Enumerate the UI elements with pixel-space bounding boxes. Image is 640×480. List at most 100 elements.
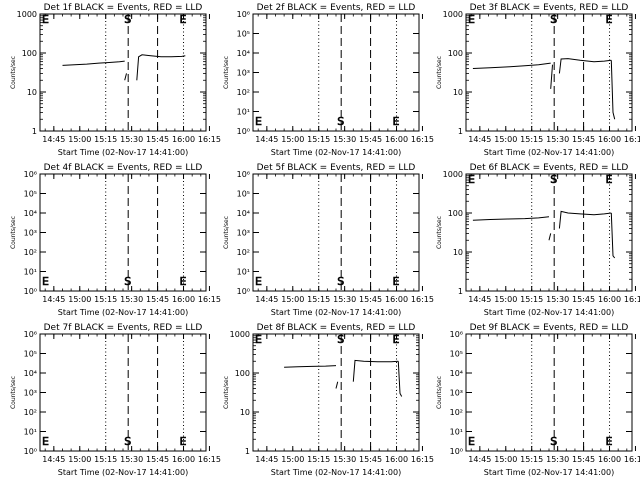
event-rate-line — [136, 54, 186, 81]
y-tick-label: 10⁴ — [450, 369, 463, 378]
panel-title: Det 2f BLACK = Events, RED = LLD — [257, 3, 416, 13]
marker-e: E — [180, 275, 187, 288]
y-axis-label: Counts/sec — [436, 56, 443, 89]
panel-det-6f: Det 6f BLACK = Events, RED = LLD Counts/s… — [436, 163, 640, 317]
x-tick-label: 14:45 — [255, 295, 278, 304]
x-tick-label: 15:45 — [572, 135, 595, 144]
y-tick-label: 10 — [27, 88, 37, 97]
x-tick-label: 15:00 — [494, 135, 517, 144]
y-tick-label: 100 — [235, 369, 250, 378]
x-tick-label: 15:45 — [359, 295, 382, 304]
x-tick-label: 15:00 — [68, 295, 91, 304]
x-tick-label: 16:15 — [411, 295, 434, 304]
y-tick-label: 10⁶ — [450, 330, 463, 339]
panel-title: Det 1f BLACK = Events, RED = LLD — [44, 3, 203, 13]
y-axis-label: Counts/sec — [436, 376, 443, 409]
x-tick-label: 14:45 — [468, 295, 491, 304]
marker-e: E — [255, 275, 262, 288]
y-tick-label: 10⁵ — [450, 350, 463, 359]
x-axis-label: Start Time (02-Nov-17 14:41:00) — [271, 468, 401, 477]
y-tick-label: 100 — [22, 49, 37, 58]
plot-frame — [39, 173, 207, 292]
y-axis-label: Counts/sec — [436, 216, 443, 249]
marker-e: E — [42, 13, 49, 26]
y-tick-label: 100 — [448, 209, 463, 218]
marker-s: S — [337, 333, 344, 346]
x-axis-label: Start Time (02-Nov-17 14:41:00) — [271, 148, 401, 157]
plot-frame — [252, 173, 420, 292]
event-rate-line — [124, 73, 127, 81]
marker-e: E — [393, 275, 400, 288]
marker-e: E — [393, 333, 400, 346]
y-tick-label: 1 — [32, 127, 37, 136]
y-tick-label: 1 — [458, 127, 463, 136]
y-tick-label: 10⁴ — [24, 369, 37, 378]
panel-det-9f: Det 9f BLACK = Events, RED = LLD Counts/s… — [436, 323, 640, 477]
x-tick-label: 16:00 — [598, 135, 621, 144]
x-tick-label: 15:15 — [520, 455, 543, 464]
marker-e: E — [255, 333, 262, 346]
x-tick-label: 15:30 — [333, 295, 356, 304]
x-tick-label: 16:15 — [624, 455, 640, 464]
marker-s: S — [550, 435, 557, 448]
x-tick-label: 14:45 — [42, 295, 65, 304]
event-rate-line — [558, 58, 612, 74]
y-axis-label: Counts/sec — [10, 376, 17, 409]
panel-det-8f: Det 8f BLACK = Events, RED = LLD Counts/s… — [223, 323, 434, 477]
plot-frame — [39, 333, 207, 452]
y-tick-label: 10¹ — [24, 428, 37, 437]
x-tick-label: 15:00 — [494, 295, 517, 304]
x-tick-label: 15:45 — [146, 135, 169, 144]
marker-e: E — [255, 115, 262, 128]
panel-title: Det 9f BLACK = Events, RED = LLD — [470, 323, 629, 333]
event-rate-line — [352, 359, 399, 382]
x-tick-label: 15:45 — [146, 455, 169, 464]
x-tick-label: 16:15 — [198, 135, 221, 144]
y-tick-label: 10² — [24, 248, 37, 257]
x-tick-label: 15:30 — [546, 295, 569, 304]
x-tick-label: 15:15 — [307, 295, 330, 304]
y-tick-label: 10³ — [24, 229, 37, 238]
marker-s: S — [124, 13, 131, 26]
x-tick-label: 15:15 — [520, 135, 543, 144]
plot-frame — [465, 333, 633, 452]
marker-e: E — [606, 13, 613, 26]
plot-frame — [39, 13, 207, 132]
x-tick-label: 15:45 — [146, 295, 169, 304]
marker-e: E — [606, 435, 613, 448]
marker-e: E — [468, 173, 475, 186]
y-axis-label: Counts/sec — [223, 376, 230, 409]
x-tick-label: 16:00 — [172, 295, 195, 304]
y-tick-label: 10¹ — [24, 268, 37, 277]
x-tick-label: 15:30 — [546, 455, 569, 464]
y-tick-label: 10⁰ — [24, 287, 37, 296]
x-axis-label: Start Time (02-Nov-17 14:41:00) — [58, 468, 188, 477]
x-axis-label: Start Time (02-Nov-17 14:41:00) — [271, 308, 401, 317]
y-tick-label: 1000 — [230, 330, 250, 339]
x-tick-label: 15:00 — [68, 135, 91, 144]
x-tick-label: 15:30 — [120, 295, 143, 304]
y-tick-label: 10⁶ — [24, 170, 37, 179]
x-tick-label: 16:15 — [624, 295, 640, 304]
x-tick-label: 14:45 — [42, 135, 65, 144]
panel-det-7f: Det 7f BLACK = Events, RED = LLD Counts/s… — [10, 323, 221, 477]
panel-title: Det 3f BLACK = Events, RED = LLD — [470, 3, 629, 13]
y-tick-label: 10² — [237, 88, 250, 97]
y-axis-label: Counts/sec — [223, 56, 230, 89]
marker-e: E — [468, 13, 475, 26]
y-axis-label: Counts/sec — [223, 216, 230, 249]
panel-det-5f: Det 5f BLACK = Events, RED = LLD Counts/s… — [223, 163, 434, 317]
x-tick-label: 16:00 — [385, 295, 408, 304]
plot-frame — [465, 173, 633, 292]
event-rate-line — [610, 60, 616, 120]
x-tick-label: 15:30 — [120, 135, 143, 144]
x-tick-label: 15:30 — [546, 135, 569, 144]
x-tick-label: 15:15 — [94, 295, 117, 304]
y-tick-label: 10³ — [24, 389, 37, 398]
y-tick-label: 10³ — [450, 389, 463, 398]
x-tick-label: 15:00 — [281, 295, 304, 304]
x-tick-label: 15:30 — [120, 455, 143, 464]
y-tick-label: 10⁴ — [24, 209, 37, 218]
panel-title: Det 5f BLACK = Events, RED = LLD — [257, 163, 416, 173]
